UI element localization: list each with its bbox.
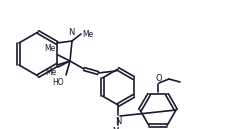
Text: Me: Me <box>44 44 56 53</box>
Text: O: O <box>155 74 162 83</box>
Text: N: N <box>67 28 74 37</box>
Text: Me: Me <box>82 30 93 38</box>
Text: N: N <box>114 117 121 126</box>
Text: HO: HO <box>52 78 64 87</box>
Text: Me: Me <box>46 68 57 77</box>
Text: Me: Me <box>112 127 123 129</box>
